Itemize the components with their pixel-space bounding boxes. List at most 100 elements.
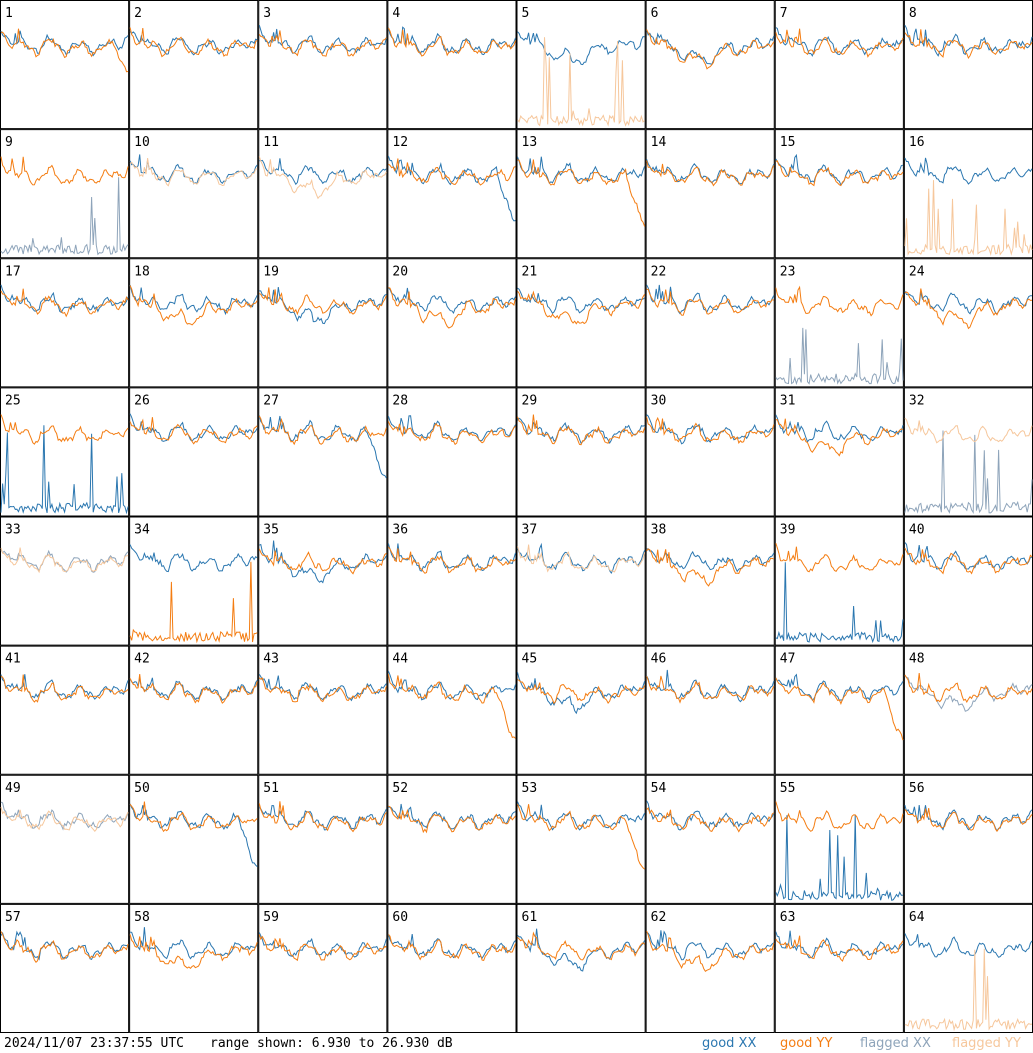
spectrum-panel: 31 <box>774 387 904 517</box>
series-xx-line <box>775 930 904 959</box>
panel-id-label: 30 <box>651 393 667 408</box>
spectrum-panel: 19 <box>258 258 388 388</box>
panel-id-label: 55 <box>780 781 796 796</box>
series-yy-line <box>646 675 775 704</box>
series-yy-line <box>258 415 387 446</box>
spectrum-panel: 4 <box>387 0 517 130</box>
spectrum-panel: 26 <box>129 387 259 517</box>
panel-id-label: 11 <box>263 135 279 150</box>
series-xx-line <box>0 30 129 57</box>
series-yy-line <box>0 674 129 703</box>
series-yy-line <box>129 673 258 704</box>
series-xx-line <box>129 284 258 316</box>
panel-id-label: 5 <box>522 6 530 21</box>
series-xx-line <box>904 24 1033 57</box>
series-yy-line <box>0 547 129 574</box>
spectrum-panel: 11 <box>258 129 388 259</box>
panel-frame <box>258 387 388 517</box>
spectrum-panel: 23 <box>774 258 904 388</box>
series-yy-line <box>646 416 775 445</box>
panel-id-label: 53 <box>522 781 538 796</box>
panel-frame <box>129 387 259 517</box>
series-yy-line <box>387 674 516 739</box>
footer-bar: 2024/11/07 23:37:55 UTC range shown: 6.9… <box>0 1034 1033 1053</box>
spectrum-panel: 58 <box>129 903 259 1033</box>
series-xx-line <box>775 814 903 901</box>
panel-id-label: 61 <box>522 910 538 925</box>
spectrum-panel: 29 <box>516 387 646 517</box>
series-xx-line <box>646 800 775 831</box>
panel-frame <box>645 645 775 775</box>
spectrum-panel: 40 <box>903 516 1033 646</box>
series-yy-line <box>517 679 646 705</box>
panel-frame <box>258 774 388 904</box>
spectrum-panel: 1 <box>0 0 130 130</box>
panel-frame <box>0 0 130 130</box>
panel-frame <box>774 258 904 388</box>
series-yy-line <box>904 417 1033 444</box>
panel-frame <box>387 0 517 130</box>
spectrum-panel: 28 <box>387 387 517 517</box>
spectrum-panel: 39 <box>774 516 904 646</box>
series-xx-line <box>129 677 258 701</box>
spectrum-panel: 21 <box>516 258 646 388</box>
panel-id-label: 40 <box>909 523 925 538</box>
series-yy-line <box>775 801 904 832</box>
series-xx-line <box>0 177 129 256</box>
panel-frame <box>129 645 259 775</box>
series-yy-line <box>646 29 775 70</box>
spectrum-panel: 18 <box>129 258 259 388</box>
panel-frame <box>645 0 775 130</box>
panel-frame <box>903 903 1033 1033</box>
series-yy-line <box>517 159 646 227</box>
spectrum-panel: 24 <box>903 258 1033 388</box>
spectrum-panel: 43 <box>258 645 388 775</box>
series-xx-line <box>646 414 774 445</box>
spectrum-panel: 60 <box>387 903 517 1033</box>
panel-id-label: 22 <box>651 264 667 279</box>
series-yy-line <box>259 287 387 316</box>
panel-id-label: 56 <box>909 781 925 796</box>
panel-id-label: 20 <box>392 264 408 279</box>
panel-id-label: 8 <box>909 6 917 21</box>
spectrum-panel: 16 <box>903 129 1033 259</box>
panel-id-label: 4 <box>392 6 400 21</box>
series-yy-line <box>388 805 516 834</box>
spectrum-panel: 54 <box>645 774 775 904</box>
spectrum-panel: 63 <box>774 903 904 1033</box>
panel-id-label: 52 <box>392 781 408 796</box>
panel-id-label: 29 <box>522 393 538 408</box>
series-yy-line <box>388 546 516 574</box>
series-yy-line <box>258 677 387 703</box>
panel-frame <box>774 903 904 1033</box>
series-xx-line <box>646 29 775 66</box>
panel-frame <box>516 129 646 259</box>
series-xx-line <box>646 669 775 703</box>
spectrum-panel: 32 <box>903 387 1033 517</box>
panel-frame <box>0 387 130 517</box>
spectrum-panel: 30 <box>645 387 775 517</box>
series-yy-line <box>775 935 904 962</box>
spectrum-panel: 64 <box>903 903 1033 1033</box>
series-yy-line <box>129 561 258 644</box>
series-xx-line <box>775 153 904 186</box>
series-yy-line <box>387 421 516 446</box>
series-yy-line <box>258 801 387 833</box>
series-xx-line <box>387 415 516 442</box>
timestamp: 2024/11/07 23:37:55 UTC <box>4 1036 185 1051</box>
series-yy-line <box>775 543 904 573</box>
spectrum-panel: 35 <box>258 516 388 646</box>
series-xx-line <box>0 425 129 515</box>
spectrum-panel: 13 <box>516 129 646 259</box>
series-yy-line <box>646 548 775 587</box>
panel-id-label: 14 <box>651 135 667 150</box>
panel-frame <box>903 258 1033 388</box>
panel-frame <box>645 129 775 259</box>
spectrum-panel: 59 <box>258 903 388 1033</box>
spectrum-panel: 33 <box>0 516 130 646</box>
panel-frame <box>903 0 1033 130</box>
series-xx-line <box>517 417 645 445</box>
panel-frame <box>387 774 517 904</box>
spectrum-panel: 53 <box>516 774 646 904</box>
series-yy-line <box>775 160 904 187</box>
